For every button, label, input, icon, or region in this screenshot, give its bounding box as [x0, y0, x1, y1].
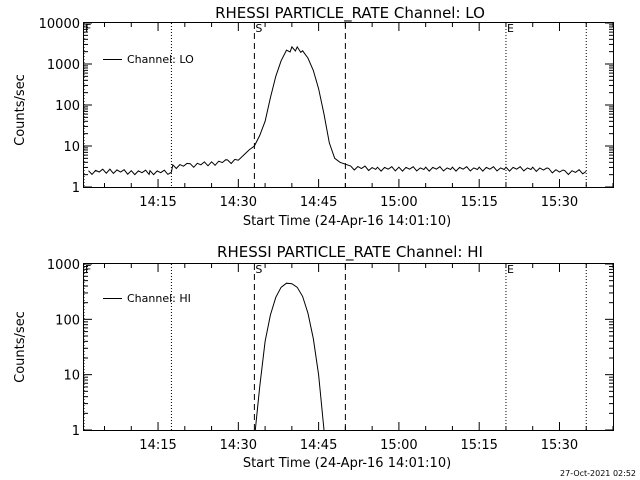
y-tick-label: 10 [63, 140, 80, 155]
legend-label: Channel: HI [127, 292, 191, 305]
x-tick-label: 15:30 [541, 195, 578, 210]
marker-label-start: S [255, 263, 262, 276]
marker-label-end: E [507, 263, 514, 276]
legend-label: Channel: LO [127, 53, 194, 66]
x-tick-label: 14:30 [220, 195, 257, 210]
y-axis-ticks: 1 10 100 1000 10000 [39, 17, 613, 196]
series-group [254, 282, 325, 431]
y-tick-label: 100 [55, 313, 80, 328]
chart-title: RHESSI PARTICLE_RATE Channel: LO [215, 4, 485, 23]
x-tick-label: 14:15 [139, 195, 176, 210]
y-tick-label: 10 [63, 369, 80, 384]
series-group [88, 45, 587, 176]
x-tick-label: 14:45 [300, 195, 337, 210]
x-tick-label: 15:15 [460, 195, 497, 210]
marker-label-end: E [507, 22, 514, 35]
marker-label-start: S [255, 22, 262, 35]
x-tick-label: 15:00 [380, 438, 417, 453]
y-tick-label: 1 [72, 424, 80, 439]
x-axis-label: Start Time (24-Apr-16 14:01:10) [243, 214, 451, 229]
plot-frame [83, 22, 614, 188]
x-tick-label: 15:30 [541, 438, 578, 453]
y-tick-label: 1 [72, 181, 80, 196]
x-tick-label: 14:30 [220, 438, 257, 453]
legend: Channel: LO [103, 53, 194, 66]
x-tick-label: 15:15 [460, 438, 497, 453]
marker-label-f: F [85, 263, 91, 276]
chart-panel-lo: RHESSI PARTICLE_RATE Channel: LO 1101001… [13, 4, 614, 229]
plot-frame [83, 263, 614, 431]
chart-title: RHESSI PARTICLE_RATE Channel: HI [217, 243, 483, 262]
x-axis-label: Start Time (24-Apr-16 14:01:10) [243, 456, 451, 471]
y-tick-label: 10000 [39, 17, 80, 32]
timestamp: 27-Oct-2021 02:52 [560, 469, 636, 478]
y-tick-label: 100 [55, 99, 80, 114]
x-axis-ticks: 14:15 14:30 14:45 15:00 15:15 15:30 [104, 23, 614, 210]
x-tick-label: 14:15 [139, 438, 176, 453]
x-axis-ticks: 14:15 14:30 14:45 15:00 15:15 15:30 [104, 264, 614, 453]
legend: Channel: HI [103, 292, 191, 305]
marker-label-f: F [85, 22, 91, 35]
y-axis-label: Counts/sec [13, 311, 28, 383]
y-axis-label: Counts/sec [13, 74, 28, 146]
x-tick-label: 15:00 [380, 195, 417, 210]
y-tick-label: 1000 [47, 58, 80, 73]
y-axis-ticks: 1 10 100 1000 [47, 258, 613, 439]
x-tick-label: 14:45 [300, 438, 337, 453]
series-line [88, 45, 587, 176]
series-line [254, 282, 325, 431]
y-tick-label: 1000 [47, 258, 80, 273]
chart-panel-hi: RHESSI PARTICLE_RATE Channel: HI 1101001… [13, 243, 614, 471]
